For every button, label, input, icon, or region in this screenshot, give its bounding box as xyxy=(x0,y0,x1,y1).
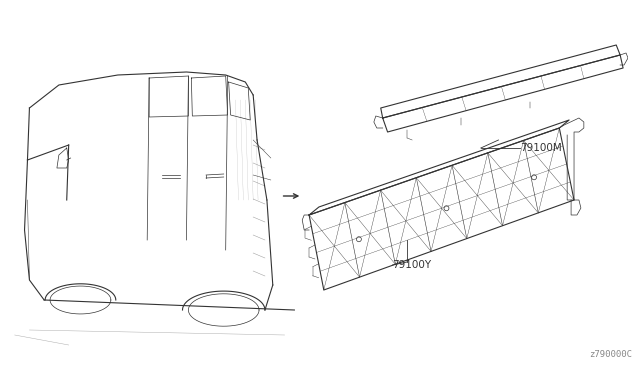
Text: 79100M: 79100M xyxy=(520,143,562,153)
Text: 79100Y: 79100Y xyxy=(392,260,431,270)
Text: z790000C: z790000C xyxy=(589,350,632,359)
